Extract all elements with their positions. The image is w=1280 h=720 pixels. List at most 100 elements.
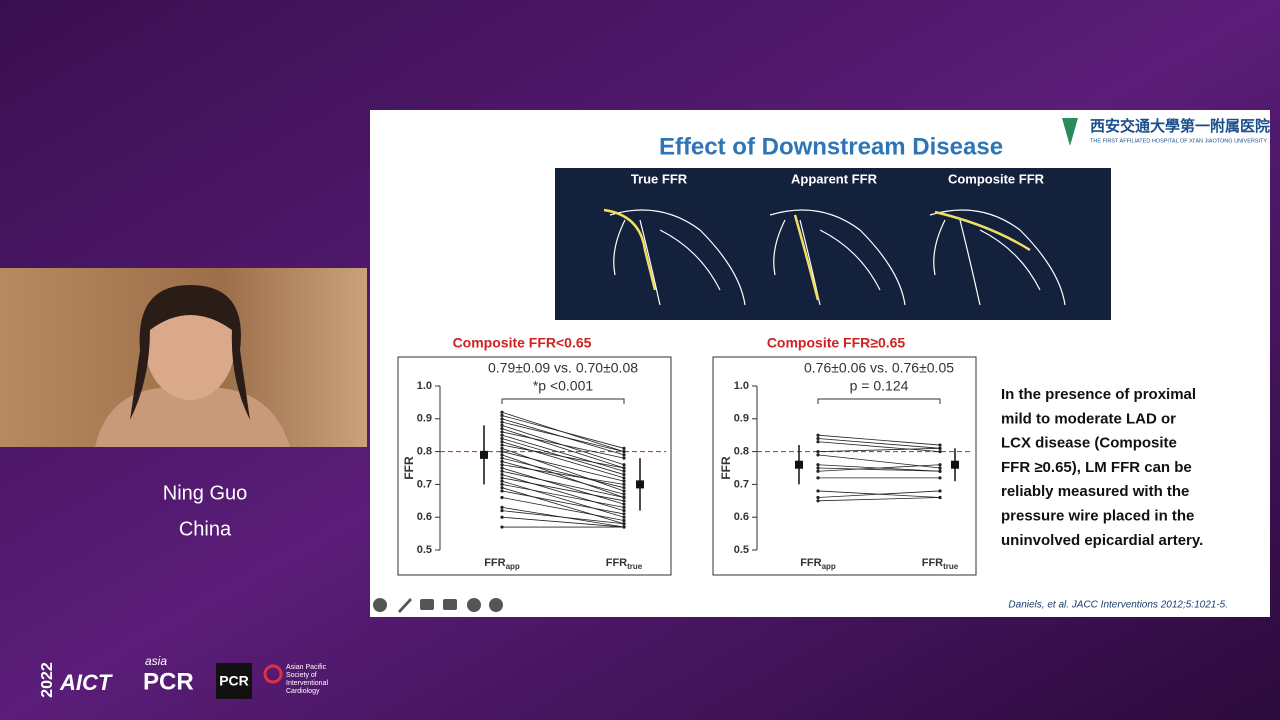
prev-button[interactable]	[373, 598, 387, 612]
conclusion-line: pressure wire placed in the	[1001, 507, 1194, 524]
stats-line: *p <0.001	[533, 378, 594, 394]
cc-button[interactable]	[420, 599, 434, 610]
stats-line: 0.76±0.06 vs. 0.76±0.05	[804, 360, 954, 376]
speaker-country: China	[179, 518, 232, 540]
point-app	[816, 463, 820, 467]
point-app	[816, 433, 820, 437]
webcam	[0, 268, 367, 447]
apsic-line: Interventional	[286, 680, 328, 687]
pair-line	[817, 441, 941, 452]
y-tick-label: 1.0	[417, 380, 432, 392]
logo-english: THE FIRST AFFILIATED HOSPITAL OF XI'AN J…	[1090, 138, 1267, 144]
mean-marker	[951, 460, 959, 469]
point-app	[500, 525, 504, 529]
diagram-label: True FFR	[631, 171, 688, 186]
point-true	[622, 453, 626, 457]
point-app	[816, 450, 820, 454]
pair-line	[501, 490, 625, 515]
chart-title: Composite FFR≥0.65	[767, 335, 906, 351]
point-app	[816, 436, 820, 441]
mean-marker	[636, 480, 644, 489]
point-true	[938, 450, 942, 454]
point-app	[500, 479, 504, 483]
point-app	[500, 472, 504, 477]
point-true	[622, 469, 626, 473]
apsic-line: Society of	[286, 672, 317, 679]
point-true	[938, 476, 942, 480]
point-app	[500, 495, 504, 500]
point-app	[500, 482, 504, 486]
stats-line: 0.79±0.09 vs. 0.70±0.08	[488, 360, 638, 376]
y-tick-label: 0.6	[417, 511, 432, 523]
y-tick-label: 0.5	[734, 544, 749, 556]
apsic-line: Cardiology	[286, 688, 320, 695]
pair-line	[501, 467, 625, 505]
point-app	[500, 430, 504, 434]
next-button[interactable]	[489, 598, 503, 612]
point-true	[622, 482, 626, 486]
conclusion-line: reliably measured with the	[1001, 483, 1189, 500]
pair-line	[501, 510, 625, 525]
pair-line	[501, 487, 625, 525]
stats-line: p = 0.124	[850, 378, 909, 394]
y-tick-label: 0.7	[417, 478, 432, 490]
point-true	[622, 456, 626, 460]
mean-marker	[795, 460, 803, 469]
point-app	[500, 486, 504, 490]
point-app	[500, 509, 504, 513]
point-app	[500, 446, 504, 450]
point-app	[816, 499, 820, 503]
point-app	[500, 420, 504, 424]
pair-line	[501, 428, 625, 469]
point-app	[500, 450, 504, 454]
pair-line	[501, 497, 625, 521]
point-app	[816, 440, 820, 444]
diagram-label: Apparent FFR	[791, 171, 878, 186]
category-base: FFR	[922, 557, 943, 569]
video-button[interactable]	[443, 599, 457, 610]
point-app	[500, 489, 504, 493]
category-base: FFR	[606, 557, 627, 569]
diagram	[555, 168, 1111, 320]
apsic-icon	[263, 664, 283, 684]
y-axis-label: FFR	[719, 456, 733, 480]
pcr-box-label: PCR	[219, 673, 249, 689]
point-app	[500, 466, 504, 470]
point-true	[622, 502, 626, 506]
asia-label: asia	[145, 654, 167, 668]
point-app	[500, 463, 504, 467]
point-app	[816, 495, 820, 500]
category-sub: true	[943, 562, 959, 571]
point-app	[500, 413, 504, 418]
category-sub: app	[822, 562, 836, 571]
pair-line	[501, 470, 625, 498]
pcr-logo: PCR	[143, 668, 194, 695]
point-app	[500, 453, 504, 457]
point-true	[622, 476, 626, 480]
pair-line	[817, 464, 941, 472]
conclusion-line: mild to moderate LAD or	[1001, 410, 1176, 427]
x-tick-label: FFRtrue	[606, 557, 643, 571]
point-app	[500, 469, 504, 473]
y-tick-label: 0.9	[417, 413, 432, 425]
pair-line	[501, 464, 625, 485]
speaker-name: Ning Guo	[163, 482, 248, 504]
point-true	[622, 492, 626, 496]
point-app	[500, 427, 504, 431]
point-true	[622, 486, 626, 490]
more-button[interactable]	[467, 598, 481, 612]
slide-title: Effect of Downstream Disease	[659, 133, 1003, 160]
point-app	[500, 433, 504, 437]
slide-controls	[373, 598, 503, 613]
citation: Daniels, et al. JACC Interventions 2012;…	[1008, 600, 1228, 611]
point-app	[500, 417, 504, 421]
point-true	[622, 525, 626, 529]
point-app	[500, 459, 504, 464]
category-sub: app	[506, 562, 520, 571]
pen-button[interactable]	[398, 598, 412, 613]
pair-line	[817, 434, 941, 446]
pair-line	[501, 477, 625, 502]
